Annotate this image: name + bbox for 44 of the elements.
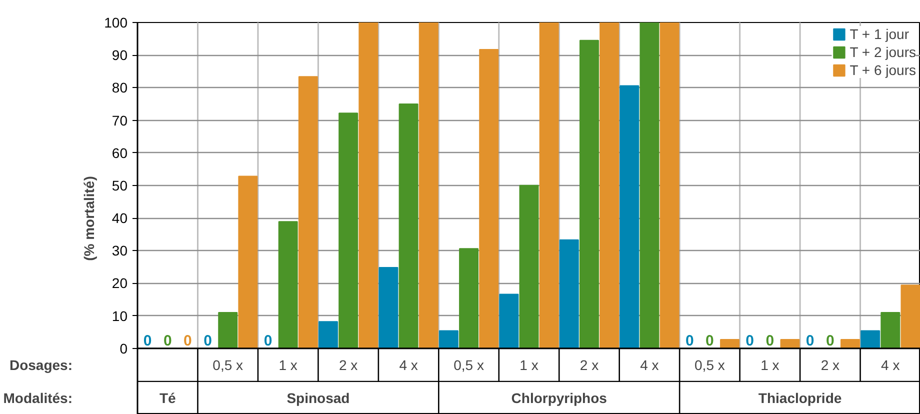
x-tick-label: 4 x (399, 356, 418, 373)
x-tick-label: 2 x (580, 356, 599, 373)
y-tick-label: 70 (112, 112, 128, 128)
legend-label: T + 6 jours (850, 62, 916, 78)
legend-label: T + 2 jours (850, 44, 916, 60)
x-tick-label: 2 x (820, 356, 840, 373)
text: Dosages: (9, 356, 73, 373)
data-label: 0 (806, 332, 814, 350)
y-tick-label: 40 (112, 210, 128, 226)
legend-label: T + 1 jour (850, 26, 909, 42)
y-tick-label: 50 (112, 177, 128, 194)
x-tick-label: 4 x (640, 356, 659, 373)
text: Thiaclopride (758, 390, 842, 406)
y-tick-label: 20 (112, 275, 128, 292)
data-label: 0 (706, 332, 714, 350)
x-tick-label: 1 x (520, 356, 538, 373)
data-label: 0 (826, 332, 834, 350)
x-tick-label: 4 x (881, 356, 900, 373)
data-label: 0 (184, 332, 192, 350)
y-tick-label: 60 (112, 144, 128, 161)
x-tick-label: 0,5 x (454, 356, 484, 373)
data-label: 0 (143, 332, 152, 350)
x-tick-label: 0,5 x (694, 356, 725, 373)
text: Té (159, 390, 176, 406)
x-tick-label: 1 x (760, 356, 780, 373)
y-tick-label: 100 (104, 14, 128, 30)
y-tick-label: 0 (120, 340, 128, 356)
data-label: 0 (163, 332, 172, 350)
x-tick-label: 1 x (278, 356, 298, 373)
text: Modalités: (3, 390, 73, 406)
y-tick-label: 10 (112, 308, 128, 324)
text: Spinosad (286, 390, 350, 406)
data-label: 0 (766, 332, 774, 350)
y-tick-label: 90 (112, 47, 128, 64)
x-tick-label: 2 x (338, 356, 358, 373)
y-tick-label: 80 (112, 80, 128, 96)
y-axis-title: (% mortalité) (81, 176, 98, 261)
y-tick-label: 30 (112, 242, 128, 259)
data-label: 0 (685, 332, 694, 350)
data-label: 0 (746, 332, 754, 350)
text: Chlorpyriphos (511, 390, 608, 406)
x-tick-label: 0,5 x (212, 356, 244, 373)
data-label: 0 (264, 332, 272, 350)
data-label: 0 (204, 332, 212, 350)
